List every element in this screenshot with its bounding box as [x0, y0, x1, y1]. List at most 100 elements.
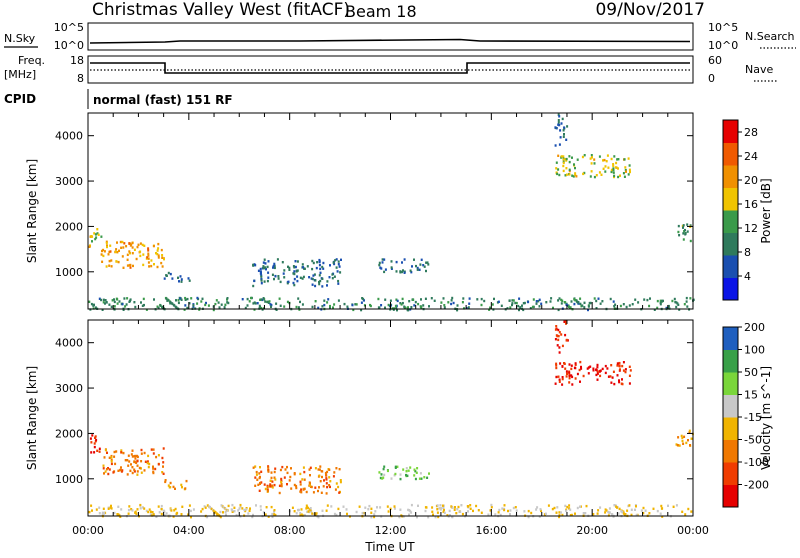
echo-cell: [414, 300, 417, 304]
echo-cell: [503, 508, 506, 512]
echo-cell: [110, 504, 112, 508]
echo-cell: [573, 302, 576, 306]
echo-cell: [346, 305, 349, 308]
echo-cell: [255, 470, 258, 474]
echo-cell: [108, 468, 111, 471]
echo-cell: [254, 302, 257, 305]
echo-cell: [205, 301, 207, 305]
echo-cell: [433, 299, 436, 302]
echo-cell: [244, 306, 247, 310]
echo-cell: [558, 380, 561, 383]
echo-cell: [465, 307, 468, 310]
echo-cell: [652, 507, 655, 510]
echo-cell: [337, 507, 340, 511]
echo-cell: [321, 285, 324, 288]
echo-cell: [527, 509, 530, 513]
echo-cell: [626, 509, 629, 512]
echo-cell: [243, 508, 246, 512]
echo-cell: [491, 303, 494, 306]
echo-cell: [131, 509, 134, 512]
echo-cell: [305, 504, 308, 507]
echo-cell: [181, 486, 183, 489]
echo-cell: [571, 375, 574, 379]
nsky-panel-frame: [87, 22, 694, 51]
echo-cell: [555, 362, 558, 365]
echo-cell: [413, 304, 416, 307]
echo-cell: [401, 270, 404, 274]
echo-cell: [576, 506, 579, 510]
echo-cell: [625, 170, 627, 173]
echo-cell: [613, 382, 616, 386]
echo-cell: [596, 370, 599, 373]
echo-cell: [271, 484, 274, 487]
echo-cell: [98, 450, 101, 453]
echo-cell: [407, 469, 410, 472]
echo-cell: [557, 168, 560, 171]
echo-cell: [98, 297, 101, 300]
echo-cell: [184, 298, 187, 301]
echo-cell: [499, 513, 502, 517]
time-tick-label: 16:00: [475, 524, 507, 537]
velocity-echoes: [88, 320, 694, 519]
echo-cell: [628, 382, 631, 385]
echo-cell: [582, 172, 585, 176]
echo-cell: [106, 245, 108, 249]
echo-cell: [475, 504, 478, 508]
echo-cell: [267, 271, 270, 274]
echo-cell: [566, 339, 569, 342]
echo-cell: [508, 299, 511, 302]
echo-cell: [295, 305, 298, 309]
echo-cell: [411, 265, 413, 268]
echo-cell: [140, 467, 142, 470]
echo-cell: [286, 300, 289, 304]
echo-cell: [311, 277, 314, 281]
echo-cell: [493, 297, 495, 301]
echo-cell: [296, 269, 299, 272]
echo-cell: [264, 487, 267, 491]
echo-cell: [454, 506, 456, 509]
echo-cell: [376, 506, 378, 509]
echo-cell: [127, 464, 130, 467]
echo-cell: [383, 473, 386, 477]
echo-cell: [319, 465, 322, 468]
echo-cell: [574, 512, 576, 515]
echo-cell: [225, 513, 227, 517]
echo-cell: [110, 460, 113, 463]
echo-cell: [424, 506, 427, 509]
echo-cell: [317, 489, 319, 493]
echo-cell: [260, 306, 262, 310]
echo-cell: [231, 509, 234, 512]
echo-cell: [300, 508, 303, 511]
echo-cell: [497, 511, 500, 514]
echo-cell: [227, 504, 230, 508]
echo-cell: [564, 157, 567, 161]
echo-cell: [172, 515, 175, 518]
echo-cell: [174, 487, 176, 490]
echo-cell: [562, 158, 565, 161]
echo-cell: [441, 504, 444, 507]
echo-cell: [259, 298, 262, 301]
echo-cell: [110, 305, 113, 308]
echo-cell: [269, 483, 272, 486]
echo-cell: [581, 155, 584, 159]
echo-cell: [683, 303, 686, 306]
echo-cell: [326, 284, 328, 287]
echo-cell: [595, 174, 598, 177]
echo-cell: [123, 297, 126, 300]
time-tick-label: 04:00: [173, 524, 205, 537]
echo-cell: [130, 453, 133, 456]
echo-cell: [266, 279, 269, 283]
echo-cell: [561, 513, 564, 517]
echo-cell: [414, 477, 417, 481]
echo-cell: [277, 277, 280, 280]
echo-cell: [89, 437, 92, 440]
date-label: 09/Nov/2017: [595, 0, 705, 20]
echo-cell: [689, 297, 692, 300]
echo-cell: [169, 272, 172, 276]
echo-cell: [274, 275, 277, 278]
nave-tick-top: 60: [708, 54, 722, 67]
echo-cell: [267, 276, 270, 279]
echo-cell: [507, 509, 509, 513]
echo-cell: [689, 224, 692, 227]
